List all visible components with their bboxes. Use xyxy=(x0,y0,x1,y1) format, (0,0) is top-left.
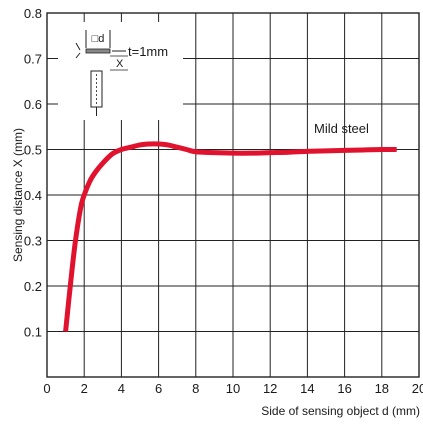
y-tick-label: 0.3 xyxy=(24,234,42,249)
dim-x-label: X xyxy=(116,58,124,70)
thickness-label: t=1mm xyxy=(128,44,168,59)
y-tick-label: 0.8 xyxy=(24,6,42,21)
y-tick-label: 0.5 xyxy=(24,143,42,158)
tick-labels: 0 2 4 6 8 10 12 14 16 18 20 0.1 0.2 0.3 0.4 0.5 0.6 0.7 0.… xyxy=(24,6,423,396)
dim-d-label: □d xyxy=(92,33,105,45)
plot-frame xyxy=(46,12,420,378)
series-line-mild-steel xyxy=(63,141,397,332)
y-tick-label: 0.1 xyxy=(24,325,42,340)
y-tick-label: 0.4 xyxy=(24,188,42,203)
x-tick-label: 14 xyxy=(300,381,314,396)
y-axis-title: Sensing distance X (mm) xyxy=(11,128,25,262)
x-tick-label: 12 xyxy=(263,381,277,396)
series-label-mild-steel: Mild steel xyxy=(314,121,369,136)
x-tick-label: 18 xyxy=(375,381,389,396)
sensor-body xyxy=(90,70,103,108)
diagram-background xyxy=(58,22,183,120)
thickness-arrow-top xyxy=(75,42,81,51)
x-tick-label: 8 xyxy=(192,381,199,396)
x-tick-label: 2 xyxy=(81,381,88,396)
x-tick-label: 4 xyxy=(118,381,125,396)
x-tick-label: 10 xyxy=(226,381,240,396)
sensor-diagram: □d t=1mm X xyxy=(58,22,183,120)
y-tick-label: 0.6 xyxy=(24,97,42,112)
x-tick-label: 6 xyxy=(155,381,162,396)
x-tick-label: 16 xyxy=(337,381,351,396)
y-tick-label: 0.2 xyxy=(24,279,42,294)
x-tick-label: 0 xyxy=(43,381,50,396)
series-layer xyxy=(63,141,397,332)
x-tick-label: 20 xyxy=(412,381,423,396)
thickness-arrow-bottom xyxy=(75,52,81,59)
x-axis-title: Side of sensing object d (mm) xyxy=(261,404,420,418)
target-plate xyxy=(85,48,111,54)
y-tick-label: 0.7 xyxy=(24,52,42,67)
